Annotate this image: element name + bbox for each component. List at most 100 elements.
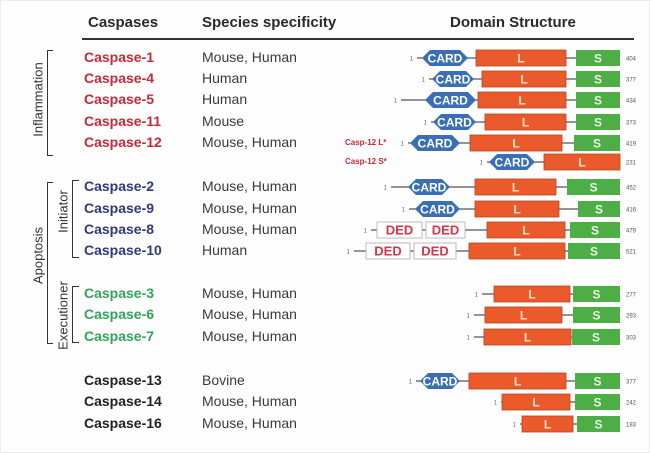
domain-row: 1 L S 183 (513, 415, 637, 433)
caspase-name: Caspase-8 (84, 221, 155, 237)
start-residue: 1 (402, 208, 406, 214)
card-domain (425, 92, 476, 108)
large-subunit-domain (468, 242, 566, 260)
large-subunit-domain (474, 200, 560, 218)
card-domain (415, 201, 460, 217)
sequence-length: 419 (626, 142, 637, 148)
l-label: L (532, 396, 539, 410)
l-label: L (513, 245, 520, 259)
header-domain-structure: Domain Structure (450, 14, 576, 31)
s-label: S (594, 418, 602, 432)
l-label: L (517, 52, 524, 66)
ded-domain (425, 221, 466, 239)
start-residue: 1 (347, 250, 351, 256)
l-label: L (513, 203, 520, 217)
ded-label: DED (386, 223, 413, 238)
card-label: CARD (412, 181, 447, 195)
start-residue: 1 (401, 142, 405, 148)
header-caspases: Caspases (88, 14, 159, 31)
card-domain (489, 154, 535, 170)
small-subunit-domain (576, 50, 620, 66)
caspase-name: Caspase-1 (84, 49, 155, 65)
caspase-name: Caspase-5 (84, 91, 155, 107)
card-domain (408, 179, 450, 195)
card-domain (410, 135, 460, 151)
card-label: CARD (437, 116, 472, 130)
isoform-label: Casp-12 L* (345, 138, 387, 147)
domain-row: 1 L S 293 (467, 306, 637, 324)
s-label: S (595, 203, 603, 217)
start-residue: 1 (394, 99, 398, 105)
species-specificity: Mouse, Human (202, 178, 297, 194)
species-specificity: Mouse, Human (202, 415, 297, 431)
domain-row: 1 CARD L S 377 (409, 372, 637, 390)
sequence-length: 416 (626, 208, 637, 214)
s-label: S (594, 52, 602, 66)
domain-row: 1 CARD L 231 (480, 153, 637, 171)
l-label: L (512, 181, 519, 195)
domain-row: 1 CARD L S 434 (394, 91, 637, 109)
sequence-length: 521 (626, 250, 637, 256)
domain-row: 1 L S 277 (475, 285, 637, 303)
species-specificity: Mouse, Human (202, 285, 297, 301)
domain-row: 1 L S 303 (467, 328, 637, 346)
species-specificity: Human (202, 70, 248, 86)
s-label: S (593, 396, 601, 410)
small-subunit-domain (574, 135, 620, 151)
small-subunit-domain (573, 286, 620, 302)
sequence-length: 231 (626, 161, 637, 167)
ded-label: DED (432, 223, 459, 238)
card-label: CARD (428, 52, 463, 66)
species-specificity: Human (202, 242, 248, 258)
start-residue: 1 (467, 336, 471, 342)
start-residue: 1 (494, 401, 498, 407)
species-specificity: Mouse, Human (202, 393, 297, 409)
l-label: L (524, 331, 531, 345)
ded-domain (365, 242, 411, 260)
ded-domain (413, 242, 457, 260)
l-label: L (522, 224, 529, 238)
sequence-length: 277 (626, 293, 637, 299)
large-subunit-domain (501, 393, 571, 411)
header-species: Species specificity (202, 14, 337, 31)
caspase-name: Caspase-11 (84, 113, 162, 129)
s-label: S (590, 245, 598, 259)
start-residue: 1 (475, 293, 479, 299)
card-label: CARD (420, 203, 455, 217)
s-label: S (591, 224, 599, 238)
s-label: S (589, 181, 597, 195)
small-subunit-domain (572, 329, 620, 345)
large-subunit-domain (481, 70, 567, 88)
caspase-name: Caspase-4 (84, 70, 155, 86)
sequence-length: 452 (626, 186, 637, 192)
large-subunit-domain (468, 372, 567, 390)
card-domain (420, 373, 460, 389)
bracket-apoptosis (47, 182, 53, 344)
card-label: CARD (423, 375, 458, 389)
l-label: L (512, 137, 519, 151)
card-domain (432, 71, 474, 87)
sequence-length: 242 (626, 401, 637, 407)
l-label: L (520, 73, 527, 87)
species-specificity: Mouse, Human (202, 200, 297, 216)
start-residue: 1 (480, 161, 484, 167)
card-label: CARD (495, 156, 530, 170)
start-residue: 1 (409, 380, 413, 386)
large-subunit-domain (477, 91, 567, 109)
bracket-initiator (72, 180, 79, 258)
domain-row: 1 CARD L S 416 (402, 200, 637, 218)
card-domain (422, 50, 468, 66)
sequence-length: 373 (626, 121, 637, 127)
domain-row: 1 CARD L S 404 (410, 49, 637, 67)
sequence-length: 377 (626, 380, 637, 386)
large-subunit-domain (475, 49, 567, 67)
isoform-label: Casp-12 S* (345, 157, 387, 166)
species-specificity: Mouse (202, 113, 245, 129)
ded-label: DED (374, 244, 401, 259)
caspase-name: Caspase-14 (84, 393, 162, 409)
header-divider (82, 38, 634, 40)
s-label: S (594, 116, 602, 130)
start-residue: 1 (467, 314, 471, 320)
card-label: CARD (436, 73, 471, 87)
small-subunit-domain (576, 71, 620, 87)
